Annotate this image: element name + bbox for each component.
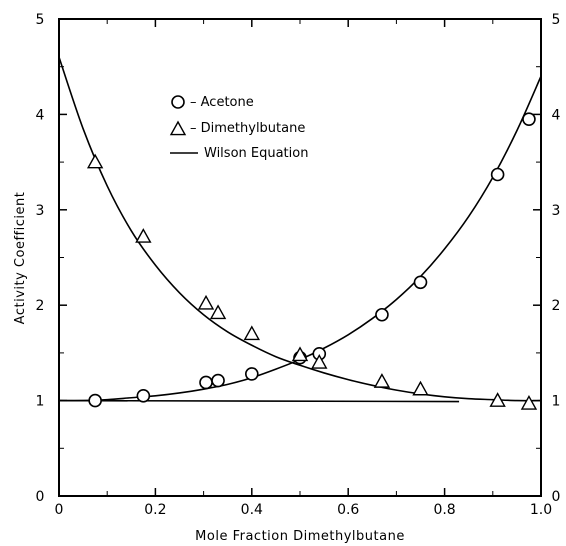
axis-ticks [58, 18, 542, 497]
data-markers [86, 112, 538, 410]
tick-labels: 0 0.2 0.4 0.6 0.8 1.00 01 12 23 34 45 5 [36, 12, 561, 518]
legend-circle-marker [171, 95, 185, 109]
plot-area [58, 18, 542, 497]
y-axis-title: Activity Coefficient [13, 192, 28, 325]
dimethylbutane-point [520, 395, 538, 410]
dimethylbutane-point [373, 373, 391, 388]
y-tick-label-right: 0 [552, 489, 561, 505]
acetone-point [413, 275, 428, 290]
plot-frame [58, 18, 542, 497]
y-tick-label-right: 1 [552, 394, 561, 410]
dimethylbutane-point [311, 353, 328, 369]
y-tick-label-left: 2 [36, 298, 45, 314]
dimethylbutane-point [135, 228, 152, 243]
y-tick-label-right: 4 [552, 107, 561, 123]
acetone-point [199, 375, 213, 390]
y-tick-label-right: 5 [552, 12, 561, 28]
y-tick-label-left: 0 [36, 489, 45, 505]
acetone-point [375, 307, 389, 322]
x-axis-title: Mole Fraction Dimethylbutane [195, 529, 405, 544]
acetone-point [490, 167, 505, 182]
y-tick-label-left: 4 [36, 107, 45, 123]
acetone-point [211, 373, 225, 388]
legend-label: – Dimethylbutane [190, 121, 305, 136]
dimethylbutane-point [86, 153, 104, 169]
legend-triangle-marker [169, 120, 187, 136]
legend: – Acetone – Dimethylbutane Wilson Equation [169, 95, 308, 161]
x-tick-label: 0.8 [433, 502, 455, 518]
x-tick-label: 1.0 [530, 502, 552, 518]
x-tick-label: 0 [55, 502, 64, 518]
dimethylbutane-point [209, 304, 227, 320]
legend-label: – Acetone [190, 95, 254, 110]
y-tick-label-right: 3 [552, 203, 561, 219]
series-line-1 [58, 56, 542, 402]
acetone-point [245, 367, 259, 381]
x-tick-label: 0.4 [241, 502, 263, 518]
y-tick-label-left: 1 [36, 394, 45, 410]
x-tick-label: 0.2 [144, 502, 166, 518]
series-line-2 [58, 399, 460, 403]
acetone-point [88, 393, 102, 408]
dimethylbutane-point [291, 346, 309, 362]
dimethylbutane-point [197, 294, 215, 310]
y-tick-label-right: 2 [552, 298, 561, 314]
legend-label: Wilson Equation [204, 146, 308, 161]
y-tick-label-left: 5 [36, 12, 45, 28]
x-tick-label: 0.6 [337, 502, 359, 518]
dimethylbutane-point [489, 392, 506, 407]
acetone-point [522, 112, 536, 126]
acetone-point [136, 389, 151, 403]
dimethylbutane-point [412, 380, 429, 396]
y-tick-label-left: 3 [36, 203, 45, 219]
dimethylbutane-point [243, 325, 260, 341]
